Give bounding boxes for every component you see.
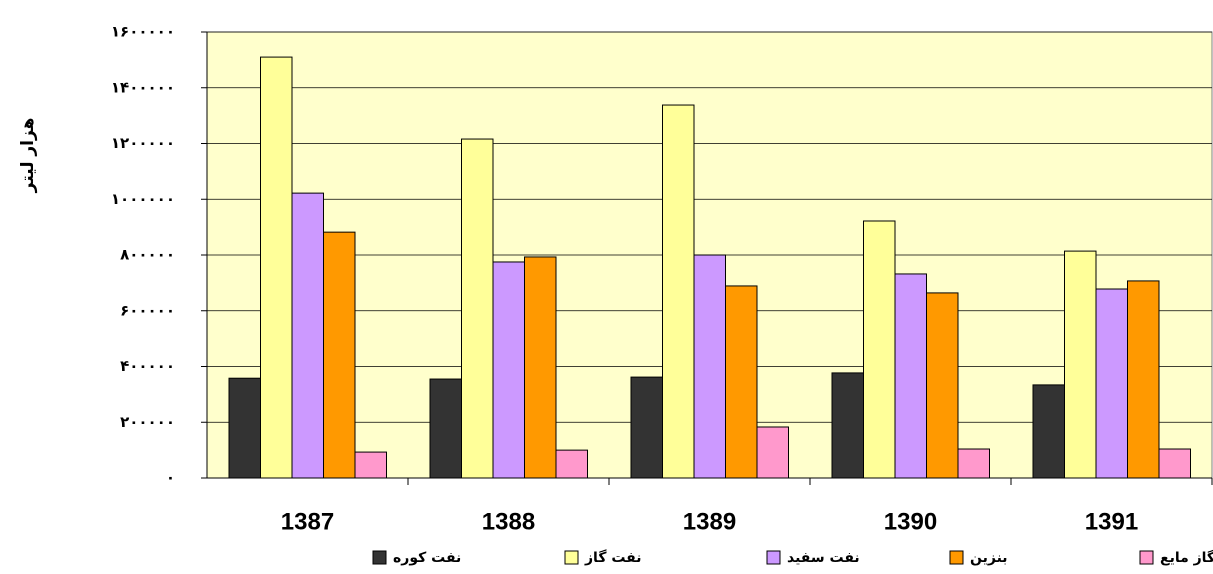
bar xyxy=(429,378,462,479)
bar xyxy=(1064,250,1097,479)
bar xyxy=(1158,448,1191,479)
x-tick-label: 1387 xyxy=(281,508,334,535)
bar xyxy=(831,372,864,479)
x-tick-label: 1391 xyxy=(1085,508,1138,535)
legend-swatch xyxy=(564,550,579,565)
bar xyxy=(555,449,588,479)
bar xyxy=(693,254,726,479)
x-tick-label: 1388 xyxy=(482,508,535,535)
legend-swatch xyxy=(949,550,964,565)
legend-label: نفت سفید xyxy=(787,550,860,566)
y-tick-label: ۸۰۰۰۰۰ xyxy=(120,246,175,264)
legend-label: گاز مایع xyxy=(1160,549,1213,566)
bar xyxy=(492,261,525,479)
y-tick-label: ۶۰۰۰۰۰ xyxy=(120,301,175,319)
bar xyxy=(926,292,959,479)
bar xyxy=(291,192,324,479)
legend-label: بنزین xyxy=(970,550,1008,566)
bar xyxy=(260,56,293,479)
legend-label: نفت گاز xyxy=(584,549,642,566)
bar xyxy=(524,256,557,479)
bar xyxy=(863,220,896,479)
bar xyxy=(630,376,663,479)
y-tick-label: ۱۶۰۰۰۰۰ xyxy=(111,23,175,41)
legend-swatch xyxy=(1139,550,1154,565)
legend-swatch xyxy=(766,550,781,565)
bar xyxy=(461,138,494,479)
bar xyxy=(894,273,927,479)
bar xyxy=(957,448,990,479)
bar xyxy=(1032,384,1065,479)
y-tick-label: ۲۰۰۰۰۰ xyxy=(120,413,175,431)
y-tick-label: ۰ xyxy=(166,469,175,487)
bar xyxy=(228,377,261,479)
bar xyxy=(756,426,789,479)
bar xyxy=(725,285,758,479)
bar xyxy=(1127,280,1160,479)
legend-swatch xyxy=(372,550,387,565)
y-axis-label: هزار لیتر xyxy=(18,118,38,194)
y-tick-label: ۱۴۰۰۰۰۰ xyxy=(111,78,175,96)
y-tick-label: ۱۲۰۰۰۰۰ xyxy=(111,134,175,152)
y-tick-label: ۱۰۰۰۰۰۰ xyxy=(111,190,175,208)
y-tick-label: ۴۰۰۰۰۰ xyxy=(120,357,175,375)
x-tick-label: 1389 xyxy=(683,508,736,535)
x-tick-label: 1390 xyxy=(884,508,937,535)
bar xyxy=(662,104,695,479)
legend-label: نفت کوره xyxy=(393,550,461,566)
bar xyxy=(323,231,356,479)
bar xyxy=(354,451,387,479)
bar xyxy=(1095,288,1128,479)
